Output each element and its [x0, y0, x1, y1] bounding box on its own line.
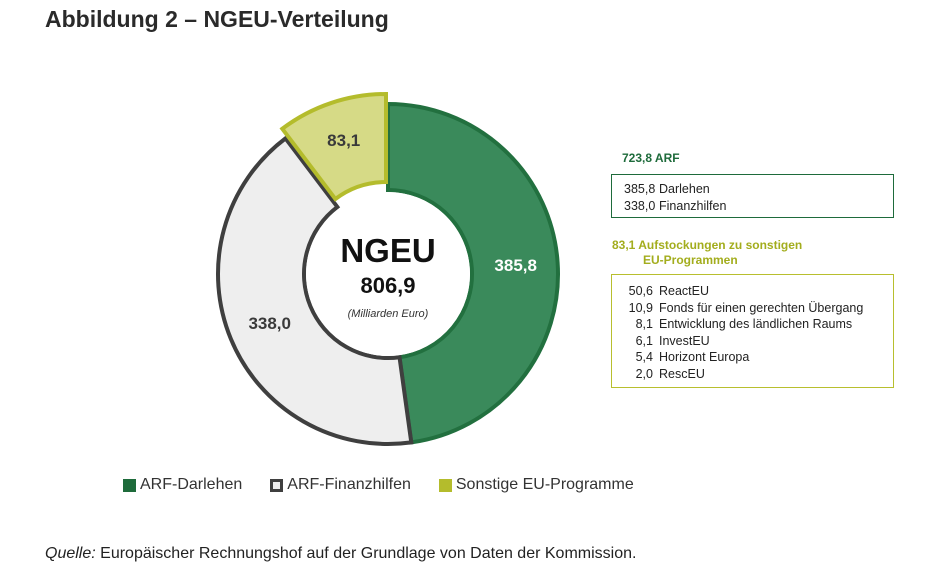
list-item: 5,4 Horizont Europa [624, 349, 893, 366]
item-label: Horizont Europa [659, 350, 750, 364]
source-note: Quelle: Europäischer Rechnungshof auf de… [45, 545, 636, 563]
chart-title: Abbildung 2 – NGEU-Verteilung [45, 6, 389, 32]
item-label: RescEU [659, 366, 705, 381]
arf-heading: 723,8 ARF [622, 151, 680, 165]
list-item: 10,9 Fonds für einen gerechten Übergang [624, 300, 893, 317]
legend-item-sonstige: Sonstige EU-Programme [438, 476, 634, 494]
item-value: 8,1 [635, 317, 653, 331]
item-label: Darlehen [659, 182, 710, 196]
donut-hole [306, 192, 470, 356]
list-item: 6,1 InvestEU [624, 333, 893, 350]
sonstige-heading-line1: 83,1 Aufstockungen zu sonstigen [612, 238, 803, 252]
slice-value-label: 385,8 [494, 256, 537, 275]
source-text: Europäischer Rechnungshof auf der Grundl… [95, 545, 637, 562]
list-item: 385,8 Darlehen [624, 181, 893, 198]
sonstige-heading-line2: EU-Programmen [643, 253, 738, 267]
item-value: 385,8 [624, 182, 656, 196]
donut-slice-sonstige-eu-programme [279, 91, 388, 202]
item-label: InvestEU [659, 333, 710, 348]
legend-label: ARF-Finanzhilfen [287, 476, 411, 493]
donut-slice-arf-finanzhilfen [216, 135, 414, 446]
list-item: 8,1 Entwicklung des ländlichen Raums [624, 316, 893, 333]
donut-slice-arf-darlehen [386, 101, 560, 445]
legend: ARF-Darlehen ARF-Finanzhilfen Sonstige E… [123, 476, 662, 494]
item-label: Fonds für einen gerechten Übergang [659, 300, 864, 315]
legend-item-arf-finanzhilfen: ARF-Finanzhilfen [270, 476, 411, 494]
item-value: 10,9 [628, 300, 653, 315]
list-item: 338,0 Finanzhilfen [624, 198, 893, 215]
sonstige-box: 50,6 ReactEU 10,9 Fonds für einen gerech… [611, 274, 894, 388]
arf-box: 385,8 Darlehen 338,0 Finanzhilfen [611, 174, 894, 218]
item-label: ReactEU [659, 284, 710, 298]
item-label: Entwicklung des ländlichen Raums [659, 317, 853, 331]
legend-label: Sonstige EU-Programme [455, 476, 634, 493]
legend-item-arf-darlehen: ARF-Darlehen [123, 476, 242, 494]
item-value: 50,6 [628, 284, 653, 298]
item-value: 6,1 [635, 333, 653, 348]
item-value: 2,0 [635, 366, 653, 381]
legend-swatch-arf-finanzhilfen [270, 478, 284, 492]
item-value: 5,4 [635, 350, 653, 364]
source-prefix: Quelle: [45, 545, 96, 562]
legend-swatch-arf-darlehen [123, 478, 136, 492]
center-unit: (Milliarden Euro) [348, 308, 429, 320]
item-label: Finanzhilfen [659, 198, 727, 213]
center-total: 806,9 [360, 273, 415, 298]
donut-slices: 385,8 338,0 83,1 [216, 91, 560, 446]
center-label: NGEU [340, 232, 435, 269]
sonstige-heading: 83,1 Aufstockungen zu sonstigen EU-Progr… [612, 238, 802, 268]
slice-value-label: 338,0 [248, 314, 291, 333]
list-item: 50,6 ReactEU [624, 283, 893, 300]
list-item: 2,0 RescEU [624, 366, 893, 383]
slice-value-label: 83,1 [327, 131, 360, 150]
legend-swatch-sonstige [438, 478, 452, 492]
item-value: 338,0 [624, 198, 656, 213]
legend-label: ARF-Darlehen [140, 476, 243, 493]
